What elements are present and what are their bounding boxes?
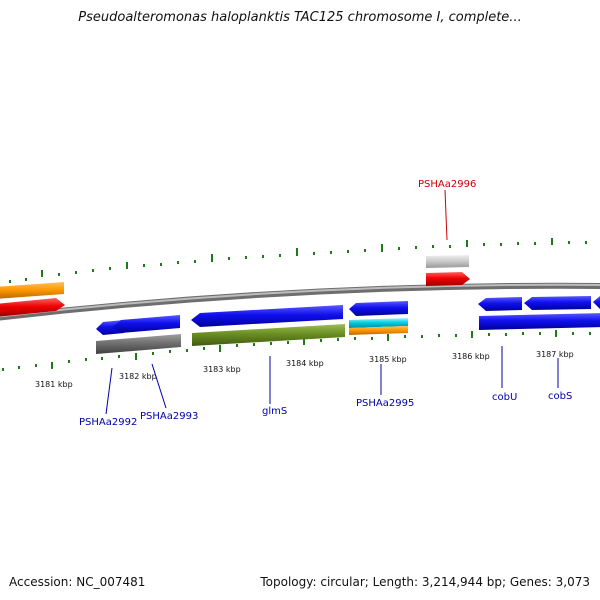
gene-label-cobu[interactable]: cobU [492,392,517,403]
gene-blue-long-bar[interactable] [479,313,600,330]
gene-pshaa2993[interactable] [112,315,180,333]
gene-gray-bar[interactable] [96,334,181,354]
scale-label: 3185 kbp [369,355,407,364]
gene-pshaa2996[interactable] [426,272,470,286]
gene-label-cobs[interactable]: cobS [548,391,572,402]
gene-pshaa2995[interactable] [349,301,408,316]
scale-label: 3184 kbp [286,359,324,368]
outer-gene-track [0,255,470,317]
scale-label: 3181 kbp [35,380,73,389]
scale-label: 3187 kbp [536,350,574,359]
gene-label-pshaa2993[interactable]: PSHAa2993 [140,411,198,422]
gene-olive-bar[interactable] [192,324,345,346]
gene-label-pshaa2995[interactable]: PSHAa2995 [356,398,414,409]
gene-cobs[interactable] [524,296,591,310]
genome-summary-text: Topology: circular; Length: 3,214,944 bp… [260,575,590,589]
gene-pshaa2996-gray[interactable] [426,255,469,268]
scale-label: 3186 kbp [452,352,490,361]
gene-orange-bar[interactable] [349,326,408,335]
scale-labels: 3181 kbp 3182 kbp 3183 kbp 3184 kbp 3185… [35,350,574,389]
gene-label-pshaa2992[interactable]: PSHAa2992 [79,417,137,428]
chromosome-backbone [0,282,600,321]
gene-label-pshaa2996[interactable]: PSHAa2996 [418,179,476,190]
gene-glms[interactable] [191,305,343,327]
chromosome-backbone-highlight [0,283,600,318]
gene-cobu[interactable] [478,297,522,311]
accession-text: Accession: NC_007481 [9,575,146,589]
gene-label-glms[interactable]: glmS [262,406,287,417]
gene-labels: PSHAa2996 PSHAa2992 PSHAa2993 glmS PSHAa… [79,179,572,428]
gene-blue-right-edge[interactable] [593,296,600,309]
leader-lines [105,189,559,415]
gene-orange-left[interactable] [0,282,64,299]
outer-tick-row [9,238,587,283]
scale-label: 3183 kbp [203,365,241,374]
inner-tick-row [2,330,591,371]
gene-red-left[interactable] [0,298,65,317]
map-title: Pseudoalteromonas haloplanktis TAC125 ch… [78,10,522,25]
inner-gene-track [96,296,600,354]
scale-label: 3182 kbp [119,372,157,381]
gene-cyan-bar[interactable] [349,318,408,328]
